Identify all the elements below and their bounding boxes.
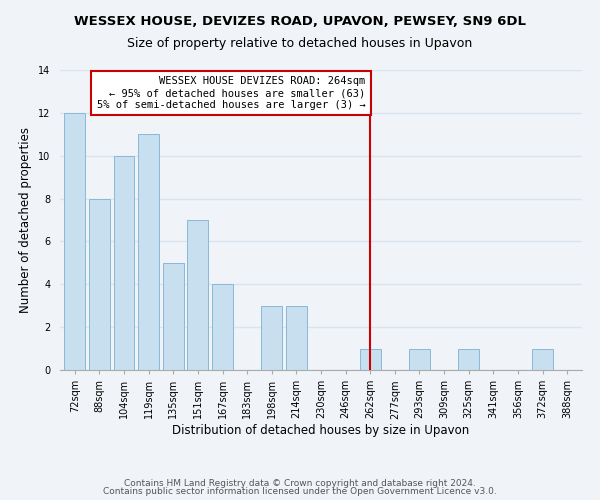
Text: Contains public sector information licensed under the Open Government Licence v3: Contains public sector information licen… — [103, 488, 497, 496]
Bar — [458, 348, 479, 370]
Bar — [409, 348, 430, 370]
Text: Contains HM Land Registry data © Crown copyright and database right 2024.: Contains HM Land Registry data © Crown c… — [124, 478, 476, 488]
Text: WESSEX HOUSE DEVIZES ROAD: 264sqm
← 95% of detached houses are smaller (63)
5% o: WESSEX HOUSE DEVIZES ROAD: 264sqm ← 95% … — [97, 76, 365, 110]
Text: Size of property relative to detached houses in Upavon: Size of property relative to detached ho… — [127, 38, 473, 51]
Bar — [187, 220, 208, 370]
Y-axis label: Number of detached properties: Number of detached properties — [19, 127, 32, 313]
Bar — [89, 198, 110, 370]
Bar — [212, 284, 233, 370]
Bar — [261, 306, 282, 370]
Text: WESSEX HOUSE, DEVIZES ROAD, UPAVON, PEWSEY, SN9 6DL: WESSEX HOUSE, DEVIZES ROAD, UPAVON, PEWS… — [74, 15, 526, 28]
Bar — [360, 348, 381, 370]
Bar — [286, 306, 307, 370]
X-axis label: Distribution of detached houses by size in Upavon: Distribution of detached houses by size … — [172, 424, 470, 437]
Bar — [532, 348, 553, 370]
Bar — [138, 134, 159, 370]
Bar — [64, 113, 85, 370]
Bar — [163, 263, 184, 370]
Bar — [113, 156, 134, 370]
